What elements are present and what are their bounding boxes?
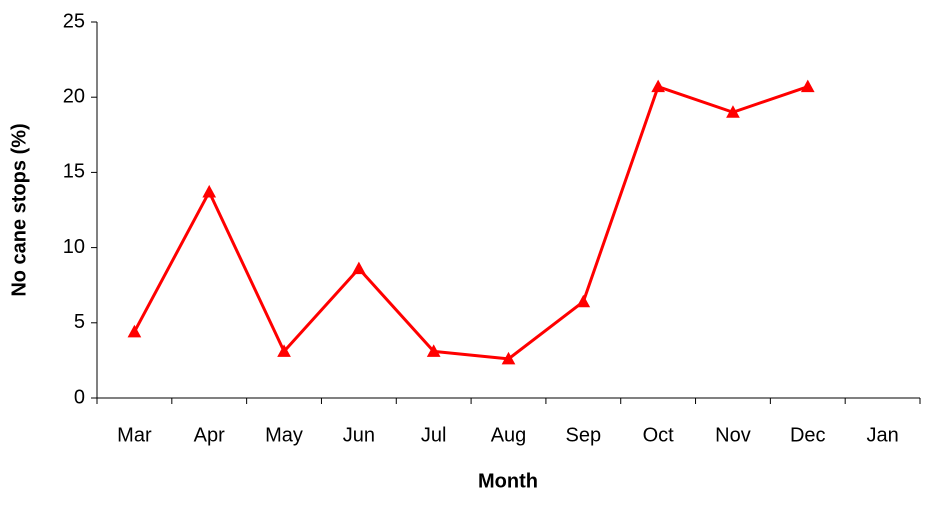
marker: [501, 351, 516, 365]
y-axis-title: No cane stops (%): [8, 123, 30, 296]
y-tick-label: 5: [74, 311, 85, 333]
x-tick-label: Aug: [491, 424, 527, 446]
x-tick-label: May: [265, 424, 303, 446]
marker: [726, 105, 740, 118]
y-tick-label: 10: [63, 236, 85, 258]
marker: [202, 184, 217, 198]
y-tick-label: 0: [74, 386, 85, 408]
series-line: [133, 85, 809, 361]
marker: [127, 324, 142, 338]
x-tick-label: Nov: [715, 424, 751, 446]
x-tick-label: Jul: [421, 424, 447, 446]
marker: [426, 344, 441, 357]
x-tick-label: Dec: [790, 424, 826, 446]
marker: [277, 344, 291, 357]
y-tick-label: 25: [63, 10, 85, 32]
x-tick-label: Oct: [643, 424, 675, 446]
x-tick-label: Apr: [194, 424, 225, 446]
x-tick-label: Mar: [117, 424, 152, 446]
marker: [576, 294, 591, 308]
x-axis-title: Month: [478, 470, 538, 492]
marker: [651, 79, 665, 93]
x-tick-label: Jun: [343, 424, 375, 446]
marker: [352, 261, 366, 275]
marker: [800, 79, 815, 93]
x-tick-label: Jan: [866, 424, 898, 446]
y-tick-label: 15: [63, 161, 85, 183]
y-tick-label: 20: [63, 85, 85, 107]
x-tick-label: Sep: [566, 424, 602, 446]
